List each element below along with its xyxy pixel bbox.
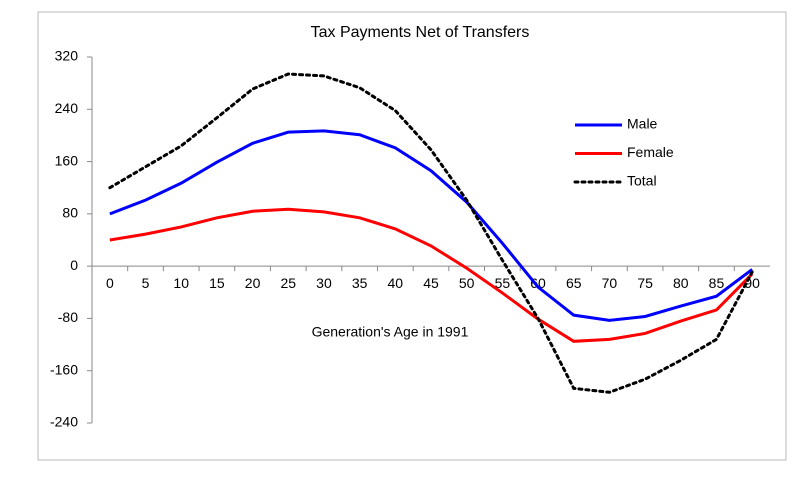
- y-tick-label: -80: [58, 309, 78, 325]
- series-line: [109, 129, 754, 322]
- x-tick-label: 65: [566, 275, 582, 291]
- x-tick-label: 0: [106, 275, 114, 291]
- x-tick-label: 90: [744, 275, 760, 291]
- x-tick-label: 75: [637, 275, 653, 291]
- x-tick-label: 30: [316, 275, 332, 291]
- x-axis-title: Generation's Age in 1991: [312, 324, 469, 340]
- legend-label: Female: [627, 144, 674, 160]
- x-tick-label: 35: [352, 275, 368, 291]
- x-tick-label: 70: [602, 275, 618, 291]
- legend-label: Total: [627, 173, 657, 189]
- series-line: [108, 72, 754, 394]
- x-tick-label: 25: [280, 275, 296, 291]
- x-tick-label: 10: [173, 275, 189, 291]
- x-tick-label: 55: [495, 275, 511, 291]
- x-tick-label: 45: [423, 275, 439, 291]
- x-tick-label: 40: [388, 275, 404, 291]
- y-tick-label: 0: [70, 257, 78, 273]
- y-tick-label: 240: [55, 100, 79, 116]
- x-tick-label: 85: [709, 275, 725, 291]
- legend-label: Male: [627, 116, 658, 132]
- x-tick-label: 20: [245, 275, 261, 291]
- y-tick-label: 80: [62, 205, 78, 221]
- y-tick-label: -240: [50, 414, 78, 430]
- y-tick-label: 160: [55, 152, 79, 168]
- x-tick-label: 50: [459, 275, 475, 291]
- x-tick-label: 60: [530, 275, 546, 291]
- x-tick-label: 15: [209, 275, 225, 291]
- chart-title: Tax Payments Net of Transfers: [311, 24, 530, 41]
- y-tick-label: 320: [55, 48, 79, 64]
- y-tick-label: -160: [50, 361, 78, 377]
- x-tick-label: 80: [673, 275, 689, 291]
- x-tick-label: 5: [142, 275, 150, 291]
- series-line: [109, 207, 754, 343]
